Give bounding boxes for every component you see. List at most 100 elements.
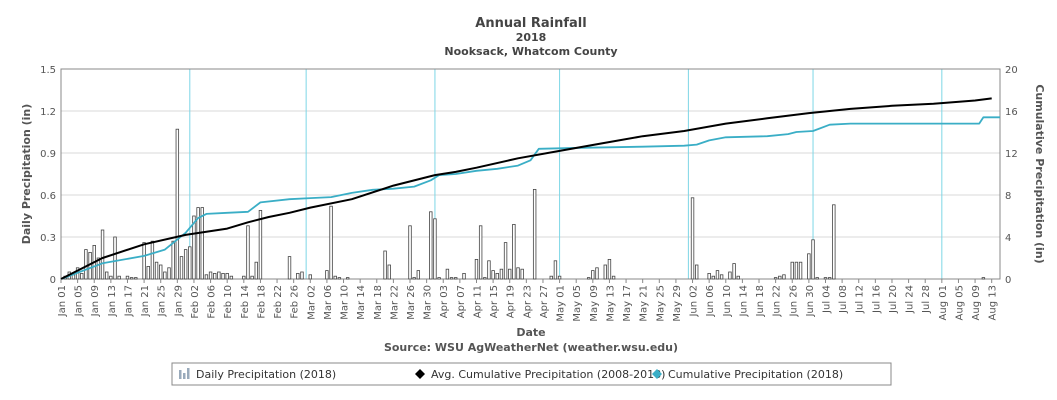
x-tick-label: Jan 29	[173, 285, 184, 317]
daily-bar	[242, 275, 246, 280]
daily-bar	[329, 205, 333, 280]
chart-subtitle-year: 2018	[516, 31, 547, 44]
daily-bar	[611, 275, 616, 280]
daily-bar	[711, 275, 716, 280]
legend: Daily Precipitation (2018) Avg. Cumulati…	[171, 362, 892, 386]
daily-bar	[512, 223, 516, 280]
x-tick-label: Jun 22	[772, 285, 783, 318]
daily-bar	[553, 260, 558, 280]
daily-bar	[387, 264, 391, 280]
x-tick-label: May 05	[572, 285, 583, 322]
plot-frame	[60, 68, 1001, 280]
daily-bar	[154, 261, 159, 280]
x-tick-label: May 21	[639, 285, 650, 322]
diamond-marker-icon	[652, 369, 662, 379]
daily-bar	[586, 277, 591, 280]
legend-item-cumulative[interactable]: Cumulative Precipitation (2018)	[652, 368, 843, 381]
avg-cumulative-line	[60, 97, 992, 280]
x-tick-label: Feb 22	[273, 285, 284, 319]
daily-bar	[129, 277, 134, 280]
y-tick-right: 4	[1005, 233, 1011, 244]
source-note: Source: WSU AgWeatherNet (weather.wsu.ed…	[384, 341, 678, 354]
daily-bar	[296, 272, 300, 280]
daily-bar	[794, 261, 799, 280]
x-tick-label: Mar 30	[423, 285, 434, 320]
y-axis-right-title: Cumulative Precipitation (in)	[1033, 84, 1046, 263]
daily-bar	[109, 275, 113, 280]
daily-bar	[217, 271, 221, 280]
legend-item-avg[interactable]: Avg. Cumulative Precipitation (2008-2018…	[415, 368, 665, 381]
daily-bar	[532, 188, 537, 280]
daily-bar	[474, 258, 479, 280]
x-tick-label: Jan 21	[140, 285, 151, 317]
x-tick-label: Jun 06	[705, 285, 716, 318]
x-tick-label: May 17	[622, 285, 633, 322]
daily-bar	[250, 275, 254, 280]
daily-bar	[695, 264, 699, 280]
daily-bar	[503, 242, 508, 280]
x-tick-label: Aug 01	[938, 285, 949, 320]
daily-bar	[337, 277, 342, 280]
daily-bar	[383, 250, 387, 280]
x-tick-label: Jul 12	[855, 285, 866, 314]
x-tick-label: Feb 26	[290, 285, 301, 319]
daily-bar	[300, 271, 304, 280]
y-tick-left: 0.3	[40, 233, 56, 244]
daily-bar	[557, 275, 562, 280]
daily-bar	[412, 277, 416, 280]
daily-bar	[549, 275, 553, 280]
legend-label-daily: Daily Precipitation (2018)	[196, 368, 336, 381]
x-tick-label: Mar 26	[406, 285, 417, 320]
daily-bar	[105, 271, 109, 280]
x-tick-label: Jul 16	[871, 285, 882, 314]
daily-bar	[591, 270, 595, 280]
diamond-marker-icon	[415, 369, 425, 379]
daily-bar	[811, 239, 815, 280]
daily-bar	[508, 268, 512, 280]
x-tick-label: Mar 06	[323, 285, 334, 320]
x-tick-label: May 29	[672, 285, 683, 322]
daily-bar	[478, 225, 483, 280]
x-tick-label: Feb 10	[223, 285, 234, 319]
daily-bar	[333, 275, 337, 280]
legend-item-daily[interactable]: Daily Precipitation (2018)	[179, 368, 336, 381]
x-tick-label: May 01	[556, 285, 567, 322]
x-tick-label: Apr 11	[472, 285, 483, 318]
x-tick-label: Apr 27	[539, 285, 550, 318]
daily-bar	[595, 267, 599, 280]
x-tick-label: Mar 10	[340, 285, 351, 320]
x-axis-title: Date	[516, 326, 545, 339]
right-axis-ticks: 0 4 8 12 16 20	[1005, 65, 1018, 286]
legend-label-cumulative: Cumulative Precipitation (2018)	[668, 368, 843, 381]
y-tick-right: 0	[1005, 275, 1011, 286]
daily-bars	[63, 128, 986, 280]
grid	[61, 110, 1000, 238]
daily-bar	[204, 274, 209, 280]
daily-bar	[499, 268, 504, 280]
daily-bar	[732, 263, 736, 280]
daily-bar	[113, 236, 117, 280]
daily-bar	[125, 275, 130, 280]
x-tick-label: Mar 18	[373, 285, 384, 320]
x-tick-label: Jan 05	[74, 285, 85, 317]
daily-bar	[159, 264, 163, 280]
x-tick-label: Apr 15	[489, 285, 500, 318]
daily-bar	[308, 274, 312, 280]
x-tick-label: Jun 02	[689, 285, 700, 318]
x-tick-label: Feb 18	[256, 285, 267, 319]
x-tick-label: Jan 13	[107, 285, 118, 317]
daily-bar	[408, 225, 412, 280]
y-tick-left: 0.6	[40, 191, 56, 202]
x-tick-label: Apr 19	[506, 285, 517, 318]
daily-bar	[171, 240, 175, 280]
daily-bar	[520, 268, 524, 280]
x-tick-label: Aug 09	[971, 285, 982, 320]
daily-bar	[707, 272, 711, 280]
daily-bar	[213, 272, 217, 280]
chart-title: Annual Rainfall	[475, 16, 586, 31]
daily-bar	[146, 265, 150, 280]
x-tick-label: Mar 02	[306, 285, 317, 320]
daily-bar	[715, 270, 720, 280]
x-tick-label: May 13	[605, 285, 616, 322]
